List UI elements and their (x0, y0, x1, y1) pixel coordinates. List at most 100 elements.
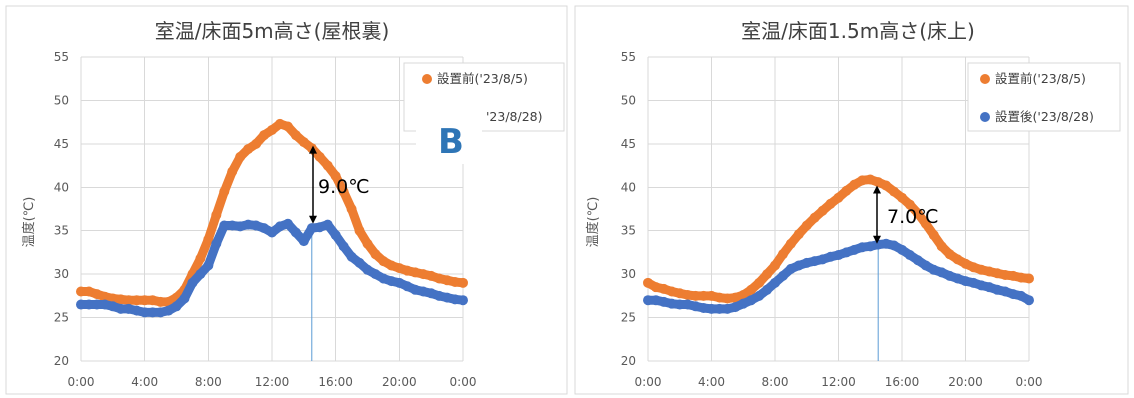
data-point (259, 130, 270, 141)
chart-title: 室温/床面1.5m高さ(床上) (741, 19, 975, 43)
data-point (754, 277, 765, 288)
data-point (251, 138, 262, 149)
data-point (330, 230, 341, 241)
series-lines (643, 174, 1034, 314)
data-point (889, 240, 900, 251)
data-point (1016, 290, 1027, 301)
data-point (865, 241, 876, 252)
data-point (131, 305, 142, 316)
data-point (1008, 270, 1019, 281)
x-tick-label: 16:00 (885, 375, 920, 389)
x-tick-label: 16:00 (318, 375, 353, 389)
data-point (762, 284, 773, 295)
data-point (219, 186, 230, 197)
data-point (290, 130, 301, 141)
y-tick-label: 40 (54, 180, 69, 194)
data-point (386, 276, 397, 287)
data-point (163, 305, 174, 316)
data-point (298, 236, 309, 247)
data-point (346, 204, 357, 214)
data-point (793, 229, 804, 240)
data-point (817, 205, 828, 216)
difference-label: 7.0℃ (887, 206, 939, 228)
data-point (235, 221, 246, 232)
data-point (76, 286, 86, 297)
data-point (442, 275, 453, 286)
data-point (83, 286, 94, 297)
data-point (960, 258, 971, 269)
data-point (706, 290, 717, 301)
y-tick-label: 25 (54, 311, 69, 325)
data-point (338, 186, 349, 197)
badge-label: B (438, 122, 464, 162)
data-point (402, 281, 413, 292)
data-point (730, 302, 741, 313)
data-point (936, 267, 947, 278)
data-point (99, 299, 110, 310)
data-point (770, 277, 780, 288)
data-point (897, 244, 907, 255)
data-point (362, 238, 373, 249)
chart-frame (574, 5, 1129, 395)
legend-marker-after (980, 112, 990, 122)
data-point (793, 260, 804, 271)
y-tick-label: 30 (621, 267, 636, 281)
data-point (115, 294, 126, 305)
chart-title: 室温/床面5m高さ(屋根裏) (155, 19, 390, 43)
data-point (1000, 270, 1011, 281)
data-point (282, 218, 293, 229)
legend-label-after: 設置後('23/8/28) (995, 109, 1094, 124)
difference-arrow-head-top (309, 145, 317, 154)
y-tick-label: 35 (54, 224, 69, 238)
data-point (643, 295, 653, 306)
data-point (338, 241, 349, 252)
data-point (912, 255, 923, 266)
data-point (658, 283, 669, 294)
data-point (394, 277, 405, 288)
data-point (746, 295, 757, 306)
series-after (76, 218, 468, 318)
data-point (76, 299, 86, 310)
data-point (928, 230, 939, 241)
data-point (889, 186, 900, 197)
data-point (243, 144, 254, 155)
data-point (123, 303, 134, 314)
series-before (76, 118, 468, 307)
data-point (370, 249, 381, 260)
data-point (738, 298, 749, 309)
y-axis-label: 温度(℃) (21, 197, 37, 248)
data-point (179, 293, 190, 304)
data-point (936, 241, 947, 252)
y-tick-label: 20 (621, 354, 636, 368)
data-point (674, 299, 685, 310)
data-point (658, 296, 669, 307)
data-point (187, 277, 198, 288)
series-lines (76, 118, 468, 318)
x-tick-label: 20:00 (948, 375, 983, 389)
data-point (282, 121, 293, 132)
data-point (83, 299, 94, 310)
x-tick-labels: 0:00 4:00 8:00 12:00 16:00 20:00 0:00 (68, 375, 477, 389)
data-point (650, 295, 661, 306)
data-point (1024, 295, 1034, 306)
x-tick-labels: 0:00 4:00 8:00 12:00 16:00 20:00 0:00 (635, 375, 1043, 389)
data-point (928, 264, 939, 275)
difference-annotation: 7.0℃ (873, 185, 939, 244)
data-point (857, 242, 868, 253)
x-tick-label: 0:00 (450, 375, 477, 389)
x-tick-label: 4:00 (698, 375, 725, 389)
data-point (706, 303, 717, 314)
data-point (746, 284, 757, 295)
data-point (243, 219, 254, 230)
data-point (976, 280, 987, 291)
data-point (458, 277, 468, 288)
data-point (666, 286, 677, 297)
difference-arrow-head-bottom (873, 235, 881, 244)
data-point (682, 289, 693, 300)
x-tick-label: 12:00 (821, 375, 856, 389)
data-point (115, 303, 126, 314)
data-point (643, 277, 653, 288)
data-point (1008, 289, 1019, 300)
data-point (801, 220, 812, 231)
data-point (314, 151, 325, 162)
